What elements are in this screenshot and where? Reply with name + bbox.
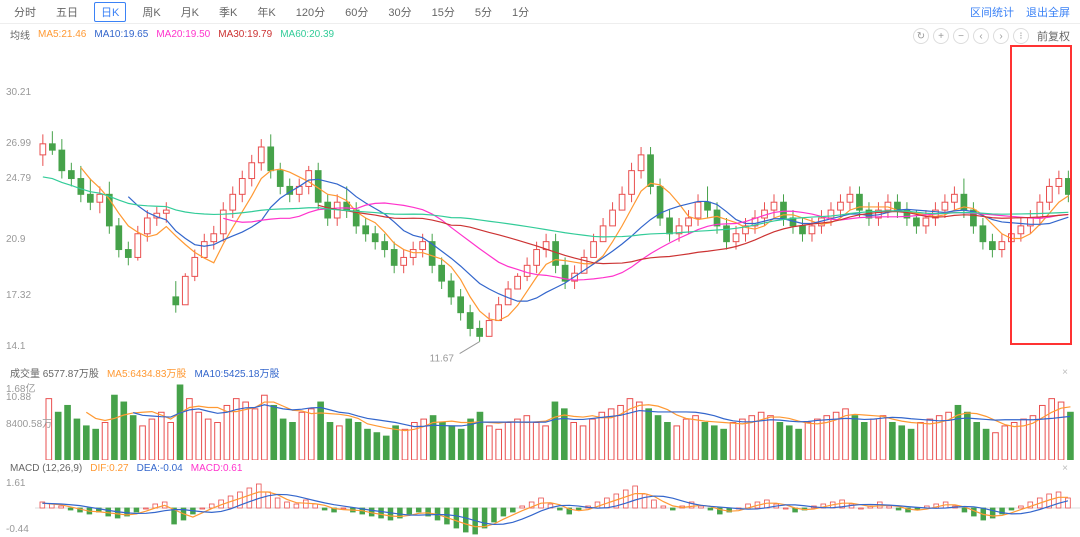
timeframe-tabs: 分时五日日K 周K 月K 季K 年K 120分 60分 30分 15分 5分 1分 区间统计 退出全… <box>0 0 1080 24</box>
right-links: 区间统计 退出全屏 <box>970 4 1070 20</box>
tab-日K[interactable]: 日K <box>94 2 126 22</box>
ma5-label: MA5:21.46 <box>38 29 86 40</box>
tab-60分[interactable]: 60分 <box>341 2 372 22</box>
macd-title: MACD (12,26,9) <box>10 463 82 474</box>
y-axis-label: 14.1 <box>6 341 25 352</box>
y-axis-label: 24.79 <box>6 173 31 184</box>
tab-30分[interactable]: 30分 <box>384 2 415 22</box>
zoom-out-icon[interactable]: − <box>953 28 969 44</box>
tab-15分[interactable]: 15分 <box>428 2 459 22</box>
y-axis-label: 30.21 <box>6 87 31 98</box>
settings-icon[interactable]: ⁝ <box>1013 28 1029 44</box>
next-icon[interactable]: › <box>993 28 1009 44</box>
dif-label: DIF:0.27 <box>90 463 128 474</box>
ma-title: 均线 <box>10 27 30 42</box>
macd-y-label: -0.44 <box>6 524 29 535</box>
close-icon[interactable]: × <box>1062 367 1068 378</box>
vol-ma10: MA10:5425.18万股 <box>194 365 279 380</box>
vol-y-label: 8400.58万 <box>6 415 52 430</box>
adjustment-label[interactable]: 前复权 <box>1037 28 1070 44</box>
ma30-label: MA30:19.79 <box>218 29 272 40</box>
tab-年K[interactable]: 年K <box>253 2 279 22</box>
zoom-in-icon[interactable]: + <box>933 28 949 44</box>
close-icon[interactable]: × <box>1062 463 1068 474</box>
tab-月K[interactable]: 月K <box>177 2 203 22</box>
tab-五日[interactable]: 五日 <box>52 2 82 22</box>
macd-legend: MACD (12,26,9) DIF:0.27 DEA:-0.04 MACD:0… <box>0 460 1080 476</box>
tab-周K[interactable]: 周K <box>138 2 164 22</box>
ma60-label: MA60:20.39 <box>280 29 334 40</box>
y-axis-label: 20.9 <box>6 234 25 245</box>
refresh-icon[interactable]: ↻ <box>913 28 929 44</box>
prev-icon[interactable]: ‹ <box>973 28 989 44</box>
exit-fullscreen-link[interactable]: 退出全屏 <box>1026 4 1070 20</box>
volume-legend: 成交量 6577.87万股 MA5:6434.83万股 MA10:5425.18… <box>0 364 1080 380</box>
ma20-label: MA20:19.50 <box>156 29 210 40</box>
price-chart[interactable]: 11.67 30.2126.9924.7920.917.3214.110.88 <box>0 44 1080 364</box>
ma10-label: MA10:19.65 <box>94 29 148 40</box>
macd-y-label: 1.61 <box>6 478 25 489</box>
dea-label: DEA:-0.04 <box>137 463 183 474</box>
range-stats-link[interactable]: 区间统计 <box>970 4 1014 20</box>
vol-ma5: MA5:6434.83万股 <box>107 365 187 380</box>
macd-chart[interactable]: 1.61 -0.44 <box>0 476 1080 536</box>
tab-120分[interactable]: 120分 <box>292 2 329 22</box>
tab-季K[interactable]: 季K <box>215 2 241 22</box>
y-axis-label: 26.99 <box>6 138 31 149</box>
tab-1分[interactable]: 1分 <box>508 2 533 22</box>
volume-chart[interactable]: 1.68亿 8400.58万 <box>0 380 1080 460</box>
macd-val-label: MACD:0.61 <box>191 463 243 474</box>
tab-5分[interactable]: 5分 <box>471 2 496 22</box>
y-axis-label: 17.32 <box>6 290 31 301</box>
chart-toolbar: ↻ + − ‹ › ⁝ 前复权 <box>913 28 1070 44</box>
vol-y-label: 1.68亿 <box>6 380 35 395</box>
vol-title: 成交量 6577.87万股 <box>10 365 99 380</box>
tab-分时[interactable]: 分时 <box>10 2 40 22</box>
svg-text:11.67: 11.67 <box>430 354 455 364</box>
